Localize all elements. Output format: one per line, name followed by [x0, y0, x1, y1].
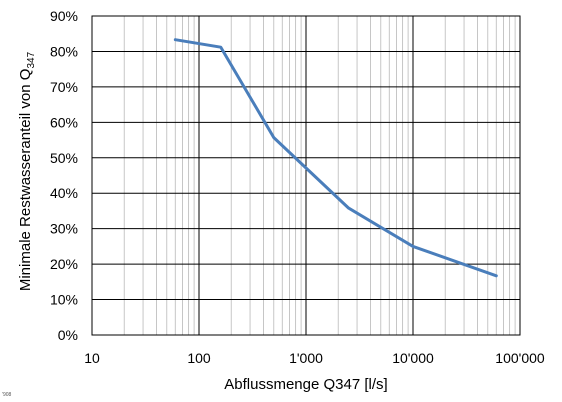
x-tick-label: 10'000 — [392, 350, 434, 366]
y-tick-label: 30% — [50, 221, 78, 237]
y-tick-label: 80% — [50, 43, 78, 59]
y-tick-label: 50% — [50, 150, 78, 166]
x-axis-title: Abflussmenge Q347 [l/s] — [224, 376, 387, 393]
y-tick-label: 70% — [50, 79, 78, 95]
minor-gridlines — [123, 16, 516, 335]
x-tick-label: 100'000 — [495, 350, 545, 366]
x-tick-label: 10 — [84, 350, 100, 366]
y-tick-label: 60% — [50, 114, 78, 130]
y-tick-label: 20% — [50, 256, 78, 272]
x-tick-label: 100 — [187, 350, 211, 366]
plot-area-frame — [91, 15, 521, 336]
x-tick-label: 1'000 — [289, 350, 323, 366]
corner-mark: '908 — [2, 392, 12, 398]
y-tick-labels: 0% 10% 20% 30% 40% 50% 60% 70% 80% 90% — [50, 8, 78, 343]
y-tick-label: 0% — [58, 327, 78, 343]
series-layer — [173, 38, 498, 278]
y-axis-title: Minimale Restwasseranteil von Q347 — [17, 51, 37, 291]
y-axis-title-main: Minimale Restwasseranteil von Q — [17, 69, 34, 292]
y-tick-label: 40% — [50, 185, 78, 201]
y-axis-title-subscript: 347 — [26, 51, 37, 68]
y-tick-label: 90% — [50, 8, 78, 24]
x-tick-labels: 10 100 1'000 10'000 100'000 — [84, 350, 545, 366]
y-tick-label: 10% — [50, 292, 78, 308]
series-line — [173, 38, 498, 278]
